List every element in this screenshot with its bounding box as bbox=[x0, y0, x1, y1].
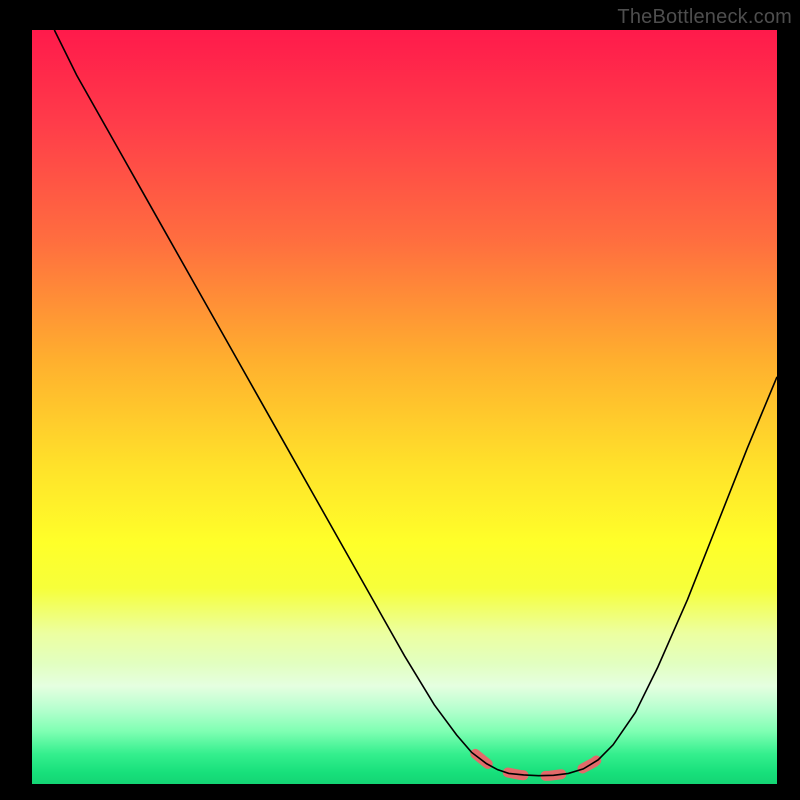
plot-background bbox=[32, 30, 777, 784]
chart-container: TheBottleneck.com bbox=[0, 0, 800, 800]
watermark-label: TheBottleneck.com bbox=[617, 6, 792, 29]
bottleneck-chart bbox=[0, 0, 800, 800]
